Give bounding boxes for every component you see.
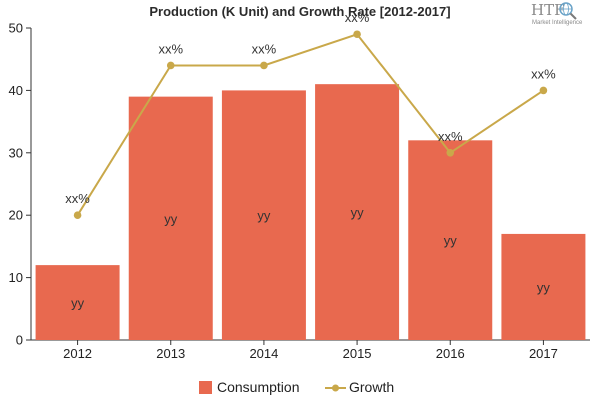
plot-area: 0 10 20 30 40 50 2012 2013 2014 2015 2016 2017 yy yy y… [9, 10, 590, 361]
x-tick-label: 2012 [63, 346, 92, 361]
growth-point-2016 [446, 149, 455, 157]
legend: Consumption Growth [199, 379, 394, 395]
growth-data-label: xx% [65, 191, 90, 206]
logo-text: HTF [531, 1, 565, 19]
bar-2015 [315, 84, 400, 340]
x-tick-label: 2015 [343, 346, 372, 361]
bar-data-label: yy [257, 208, 271, 223]
growth-data-label: xx% [438, 129, 463, 144]
growth-line [76, 33, 544, 216]
bar-data-label: yy [537, 280, 551, 295]
htf-logo: HTF Market Intelligence [531, 1, 583, 26]
growth-point-2013 [166, 61, 175, 70]
y-tick-label: 0 [16, 333, 23, 348]
bar-2016 [408, 140, 493, 340]
growth-data-label: xx% [158, 41, 183, 56]
chart-title: Production (K Unit) and Growth Rate [201… [149, 4, 450, 19]
y-tick-label: 20 [9, 208, 23, 223]
bar-data-label: yy [71, 296, 85, 311]
y-tick-label: 50 [9, 21, 23, 36]
globe-magnifier-icon [559, 2, 577, 20]
y-tick-label: 10 [9, 270, 23, 285]
bar-2014 [221, 90, 306, 341]
x-tick-label: 2016 [436, 346, 465, 361]
x-tick-label: 2014 [249, 346, 278, 361]
growth-point-2017 [539, 86, 548, 95]
bar-2012 [35, 265, 120, 340]
legend-label-growth: Growth [349, 379, 394, 395]
bar-2013 [128, 96, 213, 340]
growth-point-2015 [353, 30, 361, 39]
growth-data-label: xx% [345, 10, 370, 25]
y-tick-label: 40 [9, 83, 23, 98]
growth-point-2012 [73, 211, 82, 219]
bar-data-label: yy [351, 205, 365, 220]
legend-swatch-consumption [199, 381, 212, 394]
legend-marker-growth [332, 384, 339, 392]
logo-subtext: Market Intelligence [532, 20, 583, 26]
x-tick-label: 2017 [529, 346, 558, 361]
growth-point-2014 [260, 61, 268, 70]
bar-data-label: yy [164, 211, 178, 226]
bar-data-label: yy [444, 233, 458, 248]
growth-data-label: xx% [531, 66, 556, 81]
bar-2017 [501, 233, 586, 340]
legend-label-consumption: Consumption [217, 379, 300, 395]
y-tick-label: 30 [9, 145, 23, 160]
x-tick-label: 2013 [156, 346, 185, 361]
growth-data-label: xx% [252, 41, 277, 56]
